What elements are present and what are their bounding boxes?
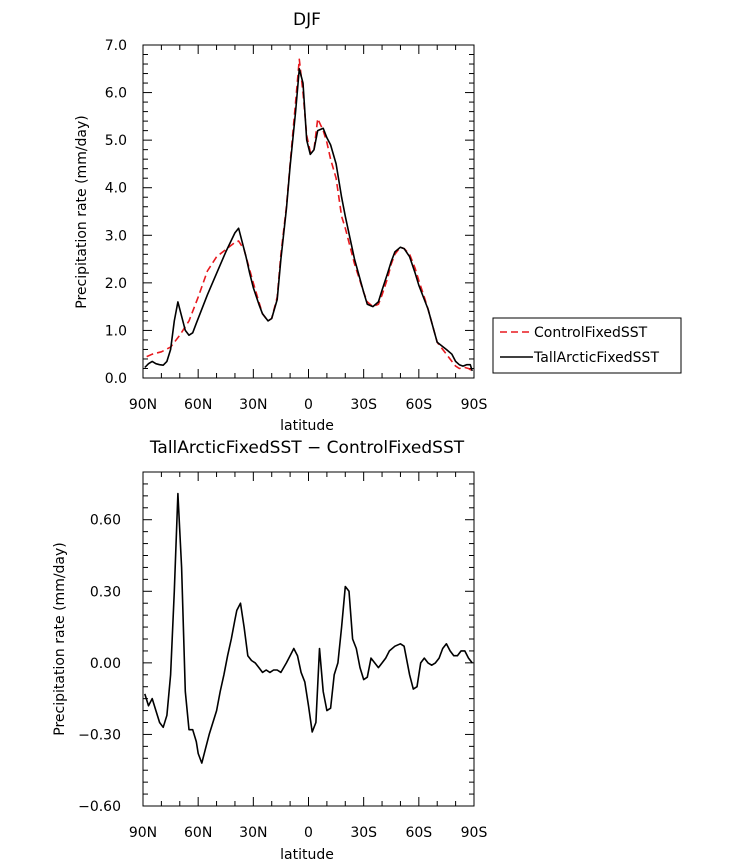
panel-title: DJF — [293, 10, 321, 30]
y-axis-label: Precipitation rate (mm/day) — [74, 115, 90, 309]
x-axis-label: latitude — [280, 418, 334, 434]
x-tick-label: 0 — [304, 825, 313, 841]
y-tick-label: 0.0 — [105, 371, 127, 387]
series-line-tallarcticfixedsstcontrolfixedsst — [144, 492, 473, 764]
y-axis-label: Precipitation rate (mm/day) — [52, 542, 68, 736]
y-tick-label: 1.0 — [105, 323, 127, 339]
x-tick-label: 60N — [184, 825, 212, 841]
legend-label-control: ControlFixedSST — [534, 325, 648, 341]
y-tick-label: 3.0 — [105, 228, 127, 244]
x-tick-label: 90N — [129, 397, 157, 413]
y-tick-label: 7.0 — [105, 38, 127, 54]
panel-title: TallArcticFixedSST − ControlFixedSST — [149, 438, 465, 458]
y-tick-label: −0.60 — [78, 799, 121, 815]
y-tick-label: 2.0 — [105, 276, 127, 292]
x-tick-label: 30N — [239, 397, 267, 413]
y-tick-label: 0.30 — [90, 584, 121, 600]
y-tick-label: 0.60 — [90, 513, 121, 529]
x-tick-label: 30S — [350, 825, 377, 841]
y-tick-label: 6.0 — [105, 86, 127, 102]
plot-frame — [142, 471, 475, 807]
precipitation-panel: DJF 90N 60N 30N 0 30S 60S 90S 0.0 1.0 2.0 3.0 4.0 5.… — [74, 10, 487, 434]
series-line-tallarcticfixedsst — [144, 68, 473, 372]
x-tick-label: 60S — [405, 825, 432, 841]
x-axis-label: latitude — [280, 847, 334, 863]
legend-label-tallarctic: TallArcticFixedSST — [533, 350, 659, 366]
x-tick-label: 90N — [129, 825, 157, 841]
legend: ControlFixedSST TallArcticFixedSST — [492, 317, 682, 374]
x-tick-label: 30N — [239, 825, 267, 841]
difference-panel: TallArcticFixedSST − ControlFixedSST 90N… — [52, 438, 487, 863]
x-tick-label: 90S — [461, 825, 488, 841]
y-tick-label: −0.30 — [78, 727, 121, 743]
x-tick-label: 30S — [350, 397, 377, 413]
x-tick-label: 0 — [304, 397, 313, 413]
plot-frame — [142, 44, 475, 379]
legend-box — [492, 317, 682, 374]
x-tick-label: 90S — [461, 397, 488, 413]
y-tick-label: 0.00 — [90, 656, 121, 672]
x-tick-label: 60S — [405, 397, 432, 413]
y-tick-label: 5.0 — [105, 133, 127, 149]
series-line-controlfixedsst — [146, 58, 473, 372]
y-tick-label: 4.0 — [105, 181, 127, 197]
x-tick-label: 60N — [184, 397, 212, 413]
